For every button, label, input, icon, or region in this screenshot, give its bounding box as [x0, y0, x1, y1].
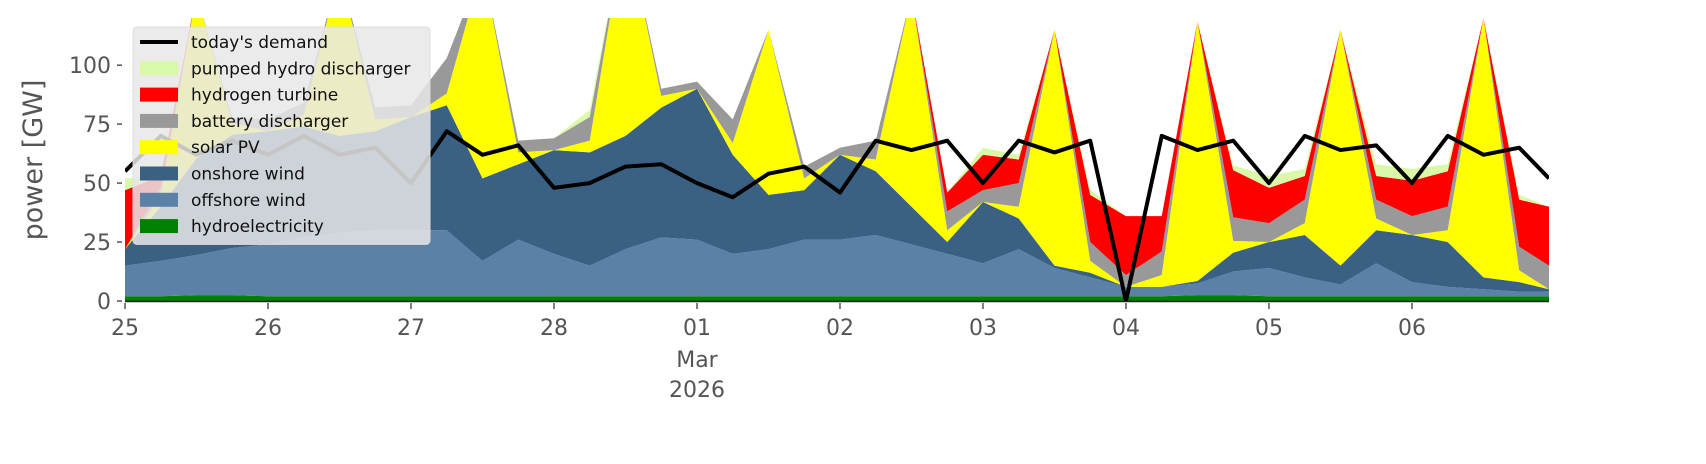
legend-swatch	[140, 113, 178, 128]
legend-swatch	[140, 192, 178, 207]
x-tick-label: 26	[254, 316, 282, 341]
x-tick-label: 25	[111, 316, 139, 341]
y-tick-label: 50	[83, 172, 111, 197]
x-tick-label: 02	[826, 316, 854, 341]
x-tick-label: 04	[1112, 316, 1140, 341]
legend-label: battery discharger	[191, 112, 348, 132]
y-tick-label: 100	[69, 54, 111, 79]
legend-label: hydrogen turbine	[191, 86, 338, 106]
legend-swatch	[140, 166, 178, 181]
x-tick-label: 06	[1398, 316, 1426, 341]
legend-label: pumped hydro discharger	[191, 59, 410, 79]
y-tick-label: 75	[83, 113, 111, 138]
x-tick-label: 05	[1255, 316, 1283, 341]
y-tick-label: 0	[97, 290, 111, 315]
plot-area	[125, 18, 1549, 302]
legend-swatch	[140, 87, 178, 102]
area-series	[125, 295, 1549, 301]
x-tick-label: 28	[540, 316, 568, 341]
legend-label: today's demand	[191, 33, 328, 53]
legend-label: hydroelectricity	[191, 217, 324, 237]
area-series	[125, 18, 1549, 290]
y-axis-label: power [GW]	[18, 80, 49, 241]
x-tick-sublabel: 2026	[669, 378, 725, 403]
legend-box	[132, 26, 431, 245]
area-series	[125, 18, 1549, 290]
legend-label: solar PV	[191, 138, 260, 158]
x-tick-label: 03	[969, 316, 997, 341]
x-tick-label: 01	[683, 316, 711, 341]
x-tick-label: 27	[397, 316, 425, 341]
legend-swatch	[140, 140, 178, 155]
legend-label: offshore wind	[191, 191, 306, 211]
legend-swatch	[140, 219, 178, 234]
x-tick-sublabel: Mar	[676, 348, 718, 373]
y-tick-label: 25	[83, 231, 111, 256]
area-series	[125, 230, 1549, 297]
legend-swatch	[140, 61, 178, 76]
legend-label: onshore wind	[191, 165, 305, 185]
